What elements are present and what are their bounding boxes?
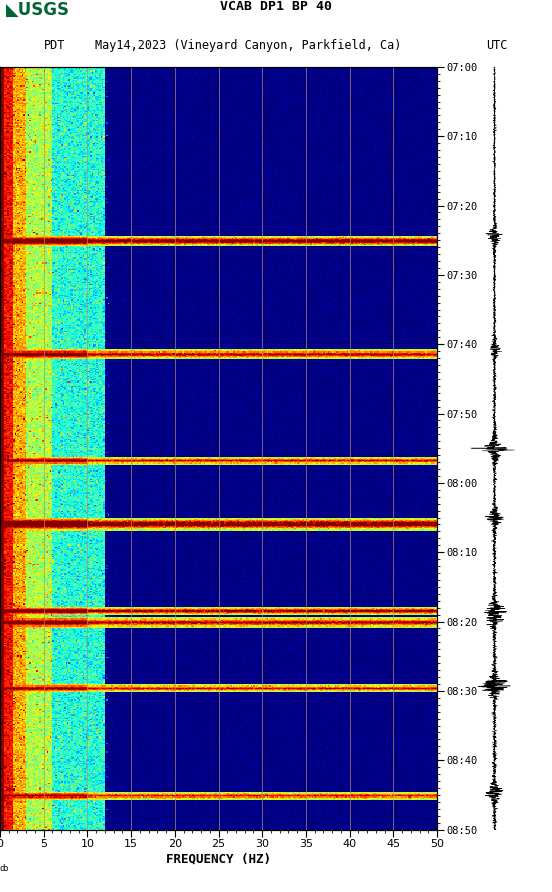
Text: PDT: PDT [44,38,66,52]
Text: ȸ: ȸ [0,864,8,873]
Text: May14,2023 (Vineyard Canyon, Parkfield, Ca): May14,2023 (Vineyard Canyon, Parkfield, … [95,38,402,52]
Text: UTC: UTC [486,38,508,52]
X-axis label: FREQUENCY (HZ): FREQUENCY (HZ) [166,852,271,865]
Text: VCAB DP1 BP 40: VCAB DP1 BP 40 [220,0,332,13]
Text: ◣USGS: ◣USGS [6,1,70,20]
